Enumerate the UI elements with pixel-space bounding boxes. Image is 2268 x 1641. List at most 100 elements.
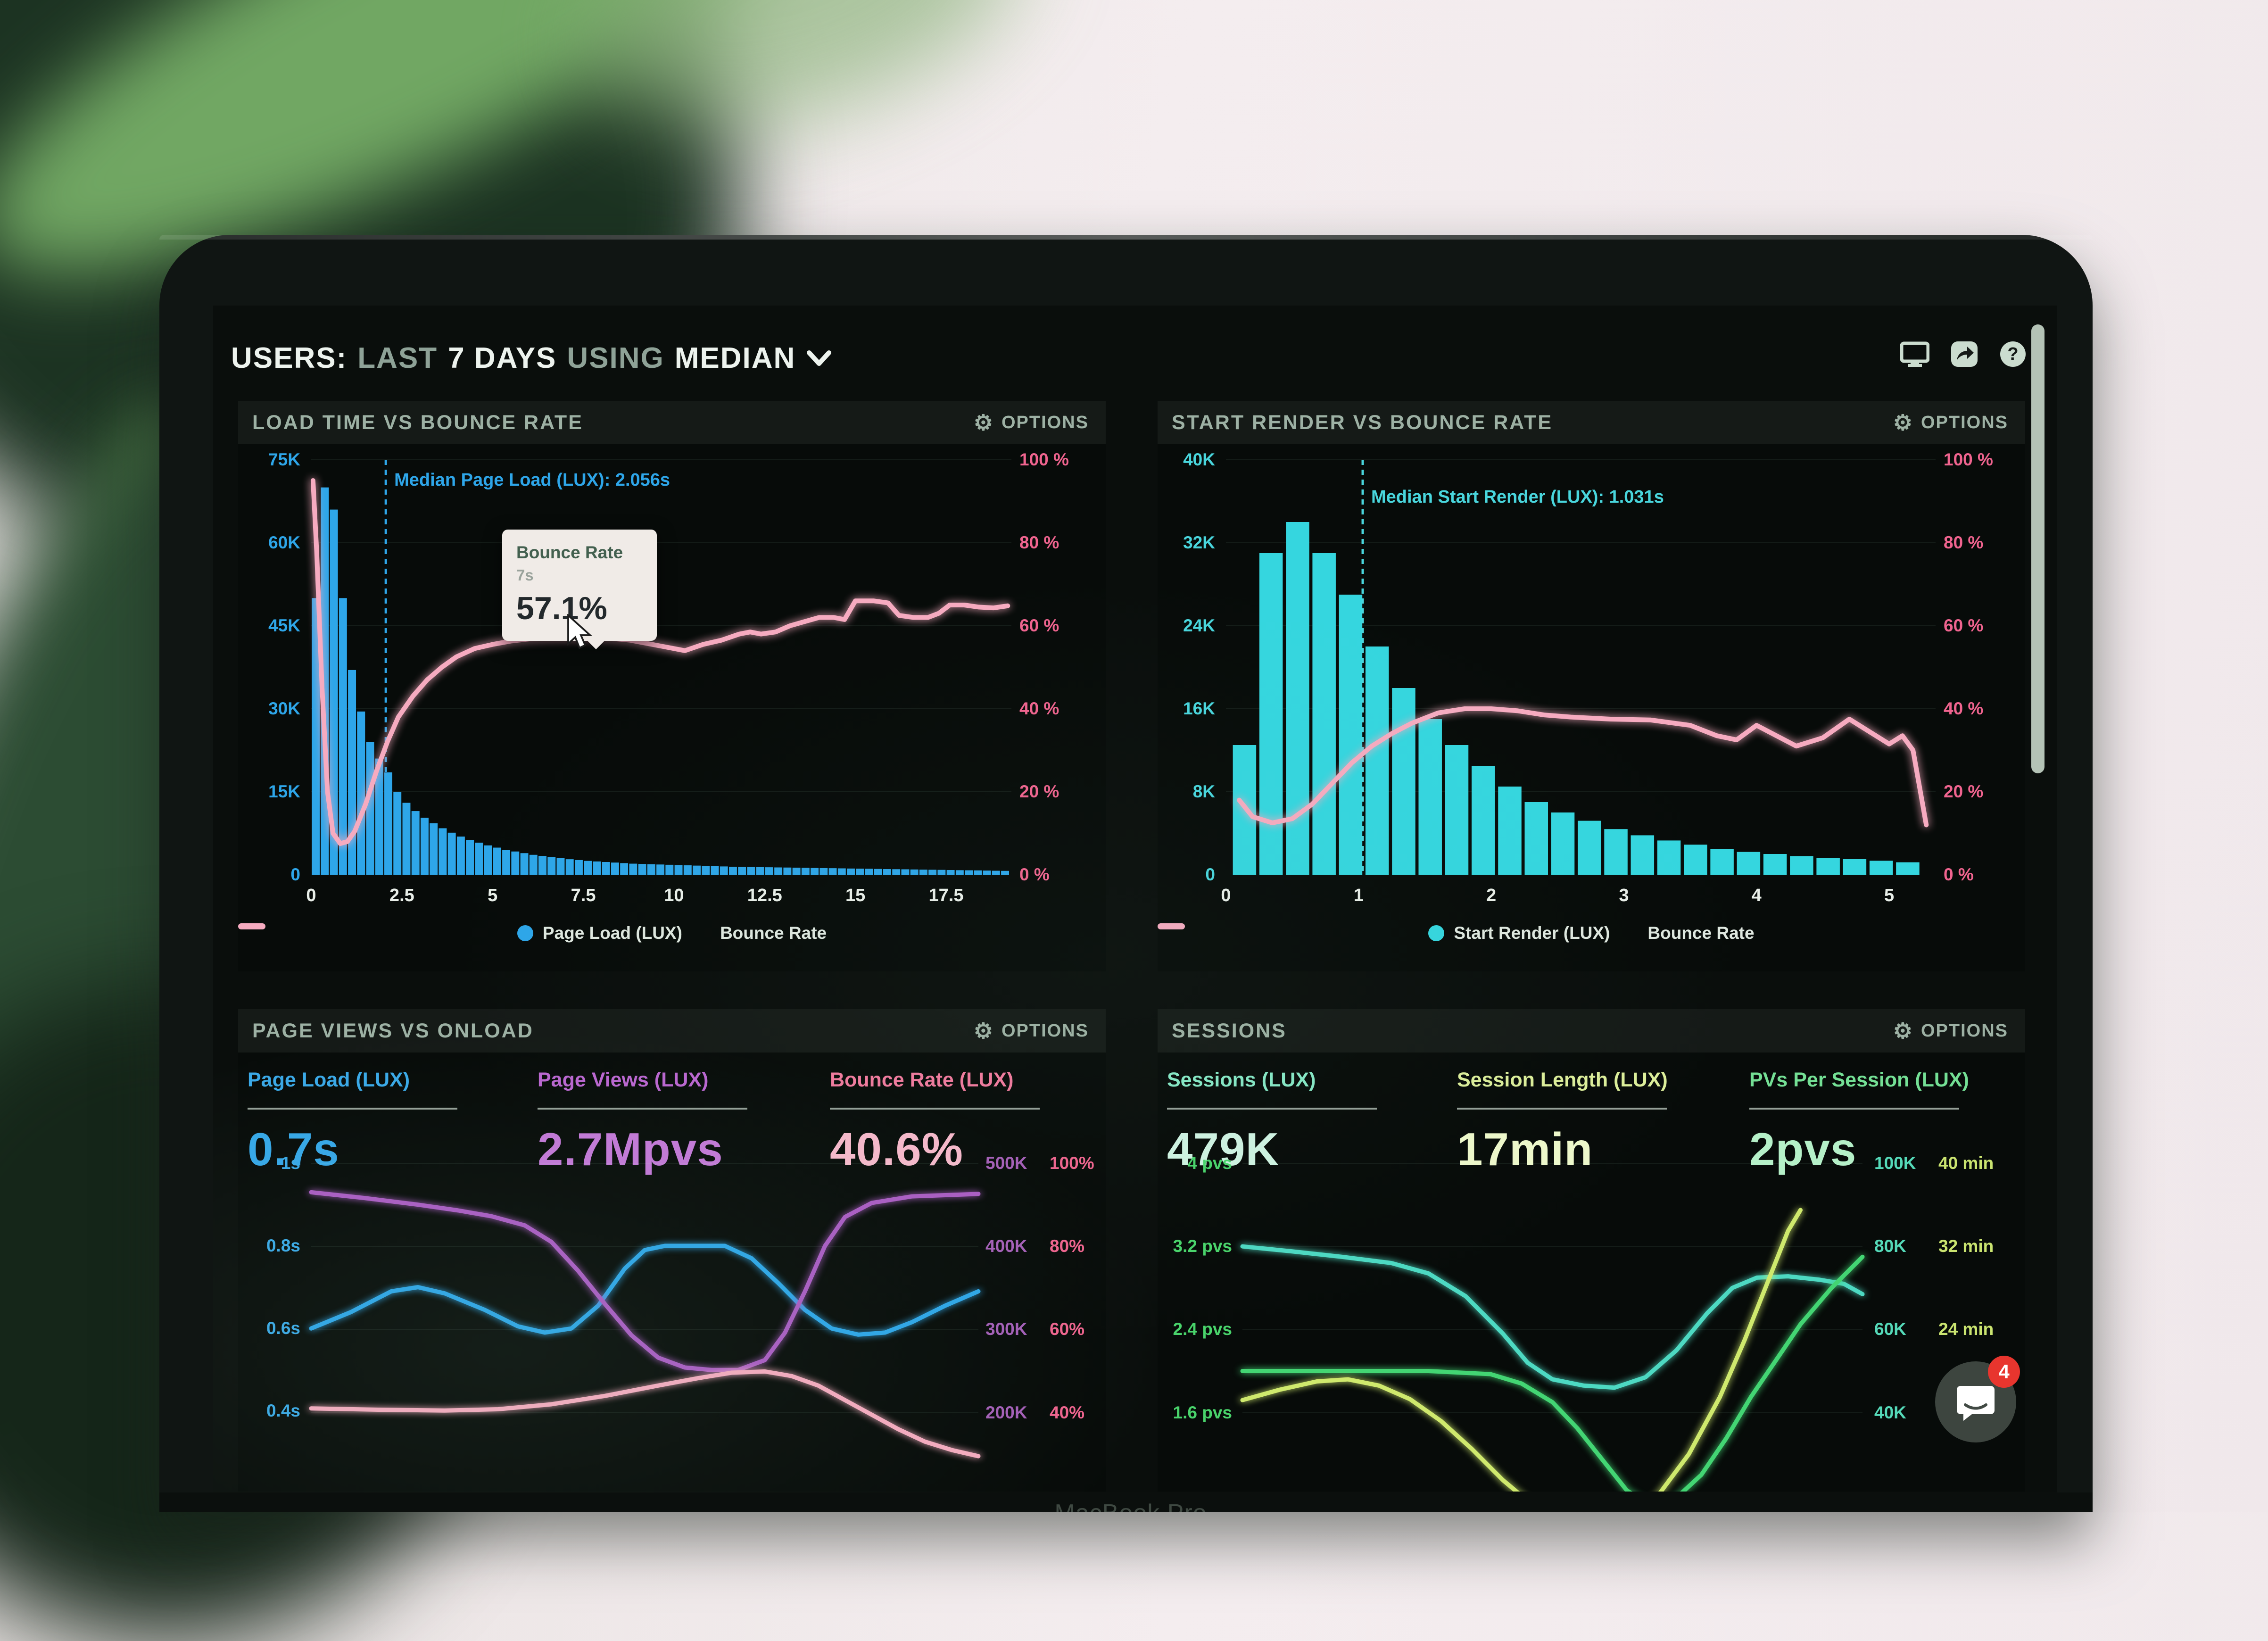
axis-tick: 60K (268, 533, 300, 552)
title-days: 7 DAYS (448, 342, 557, 374)
legend-line-marker (238, 923, 265, 929)
axis-tick: 40 % (1019, 699, 1060, 718)
chart-canvas (311, 1163, 978, 1492)
legend-label: Bounce Rate (720, 923, 827, 943)
y-axis-right: 0 % 20 % 40 % 60 % 80 % 100 % (1944, 450, 2025, 884)
chart-legend: Page Load (LUX) Bounce Rate (238, 923, 1106, 943)
chart-plot (311, 1163, 978, 1492)
legend-label: Start Render (LUX) (1454, 923, 1610, 943)
y-axis-right: 100K 40 min 80K 32 min 60K 24 min 40K (1874, 1153, 2025, 1492)
panel-page-views-vs-onload: PAGE VIEWS VS ONLOAD ⚙ OPTIONS Page Load … (238, 1009, 1106, 1492)
axis-tick: 16K (1183, 699, 1215, 718)
legend-dot-marker (517, 925, 533, 941)
axis-tick: 2 (1486, 886, 1497, 905)
dashboard: USERS: LAST 7 DAYS USING MEDIAN ? LOAD T… (213, 306, 2057, 1492)
median-annotation: Median Page Load (LUX): 2.056s (394, 470, 670, 490)
help-icon[interactable]: ? (1999, 340, 2027, 368)
axis-tick: 0 % (1019, 865, 1050, 884)
options-button[interactable]: ⚙ OPTIONS (1890, 1019, 2011, 1042)
legend-item[interactable]: Bounce Rate (1158, 923, 1755, 943)
panel-title: PAGE VIEWS VS ONLOAD (252, 1019, 534, 1042)
axis-tick: 0 (1221, 886, 1231, 905)
mouse-cursor (567, 614, 593, 649)
chart-plot (1242, 1163, 1862, 1492)
display-icon[interactable] (1900, 340, 1929, 368)
axis-tick: 100 % (1944, 450, 1993, 469)
axis-tick: 2.4 pvs (1173, 1319, 1232, 1339)
axis-tick: 4 (1751, 886, 1762, 905)
y-axis-left: 4 pvs 3.2 pvs 2.4 pvs 1.6 pvs (1158, 1153, 1232, 1492)
metric-page-load: Page Load (LUX) 0.7s (248, 1069, 526, 1176)
legend-line-marker (1158, 923, 1185, 929)
axis-tick: 80 % (1019, 533, 1060, 552)
screen: USERS: LAST 7 DAYS USING MEDIAN ? LOAD T… (213, 306, 2057, 1492)
axis-tick: 60 % (1019, 616, 1060, 635)
options-button[interactable]: ⚙ OPTIONS (971, 1019, 1092, 1042)
notification-badge: 4 (1988, 1356, 2020, 1388)
axis-tick: 80K 32 min (1874, 1236, 1994, 1256)
metric-underline (248, 1108, 457, 1110)
axis-tick: 200K 40% (985, 1402, 1085, 1422)
title-users: USERS: (231, 342, 348, 374)
tooltip-series: Bounce Rate (516, 543, 623, 562)
axis-tick: 40 % (1944, 699, 1984, 718)
laptop-hinge: MacBook Pro (159, 1492, 2093, 1512)
legend-item[interactable]: Start Render (LUX) (1428, 923, 1610, 943)
laptop: USERS: LAST 7 DAYS USING MEDIAN ? LOAD T… (159, 235, 2093, 1512)
tooltip-value: 57.1% (516, 590, 607, 626)
axis-tick: 1 (1353, 886, 1364, 905)
axis-tick: 80 % (1944, 533, 1984, 552)
x-axis: 0 1 2 3 4 5 (1221, 886, 1936, 914)
median-dropdown[interactable]: MEDIAN (675, 341, 832, 375)
axis-tick: 1.6 pvs (1173, 1402, 1232, 1422)
axis-tick: 60 % (1944, 616, 1984, 635)
options-button[interactable]: ⚙ OPTIONS (1890, 411, 2011, 434)
legend-label: Page Load (LUX) (542, 923, 682, 943)
gear-icon: ⚙ (973, 1019, 994, 1043)
metric-underline (830, 1108, 1040, 1110)
svg-text:?: ? (2007, 344, 2018, 364)
intercom-launcher[interactable]: 4 (1935, 1356, 2020, 1442)
axis-tick: 10 (664, 886, 684, 905)
tooltip-x-value: 7s (516, 566, 534, 584)
axis-tick: 100 % (1019, 450, 1069, 469)
title-median: MEDIAN (674, 342, 796, 374)
axis-tick: 20 % (1019, 782, 1060, 801)
axis-tick: 2.5 (389, 886, 414, 905)
panel-header: LOAD TIME VS BOUNCE RATE ⚙ OPTIONS (238, 401, 1106, 444)
metric-sessions: Sessions (LUX) 479K (1167, 1069, 1445, 1176)
legend-item[interactable]: Bounce Rate (238, 923, 827, 943)
metric-bounce-rate: Bounce Rate (LUX) 40.6% (830, 1069, 1106, 1176)
metric-page-views: Page Views (LUX) 2.7Mpvs (538, 1069, 816, 1176)
median-annotation: Median Start Render (LUX): 1.031s (1371, 487, 1664, 507)
title-last: LAST (357, 342, 438, 374)
metric-underline (1749, 1108, 1959, 1110)
axis-tick: 12.5 (747, 886, 782, 905)
share-icon[interactable] (1950, 340, 1978, 368)
options-button[interactable]: ⚙ OPTIONS (971, 411, 1092, 434)
y-axis-right: 0 % 20 % 40 % 60 % 80 % 100 % (1019, 450, 1104, 884)
axis-tick: 1s (281, 1153, 300, 1173)
panel-load-time-vs-bounce-rate: LOAD TIME VS BOUNCE RATE ⚙ OPTIONS 0 15K 30… (238, 401, 1106, 971)
scrollbar-thumb[interactable] (2031, 324, 2045, 773)
header-actions: ? (1900, 340, 2027, 368)
legend-label: Bounce Rate (1647, 923, 1755, 943)
axis-tick: 0 (306, 886, 316, 905)
panel-sessions: SESSIONS ⚙ OPTIONS Sessions (LUX) 479K Se… (1158, 1009, 2025, 1492)
y-axis-left: 0 15K 30K 45K 60K 75K (238, 450, 300, 884)
axis-tick: 15K (268, 782, 300, 801)
axis-tick: 30K (268, 699, 300, 718)
panel-title: LOAD TIME VS BOUNCE RATE (252, 411, 583, 434)
metric-underline (1457, 1108, 1667, 1110)
axis-tick: 0.8s (266, 1236, 300, 1256)
axis-tick: 40K (1183, 450, 1215, 469)
x-axis: 0 2.5 5 7.5 10 12.5 15 17.5 (306, 886, 1011, 914)
axis-tick: 24K (1183, 616, 1215, 635)
axis-tick: 15 (845, 886, 866, 905)
legend-item[interactable]: Page Load (LUX) (517, 923, 682, 943)
chart-plot: Median Page Load (LUX): 2.056s (311, 460, 1011, 875)
page-title: USERS: LAST 7 DAYS USING MEDIAN (231, 341, 832, 375)
axis-tick: 0 (1205, 865, 1215, 884)
panel-header: PAGE VIEWS VS ONLOAD ⚙ OPTIONS (238, 1009, 1106, 1053)
axis-tick: 4 pvs (1187, 1153, 1232, 1173)
